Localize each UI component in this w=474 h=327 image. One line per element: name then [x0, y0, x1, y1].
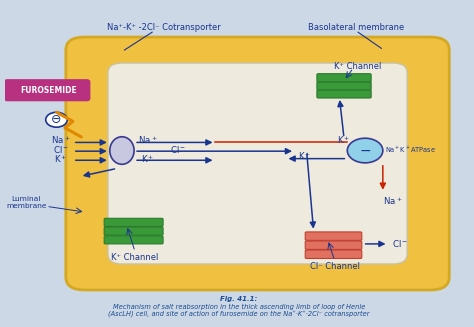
FancyBboxPatch shape [305, 250, 362, 259]
Ellipse shape [110, 137, 134, 164]
Text: K$^+$: K$^+$ [298, 150, 311, 162]
Text: Na$^+$K$^+$ATPase: Na$^+$K$^+$ATPase [385, 145, 436, 155]
Text: Na$^+$: Na$^+$ [138, 134, 157, 146]
Text: −: − [359, 144, 371, 158]
Text: Na$^+$: Na$^+$ [383, 195, 403, 207]
Text: Na$^+$: Na$^+$ [51, 134, 71, 146]
Text: Fig. 41.1:: Fig. 41.1: [220, 296, 257, 302]
Text: Cl⁻ Channel: Cl⁻ Channel [310, 262, 360, 271]
Text: ⊖: ⊖ [51, 113, 62, 126]
FancyBboxPatch shape [104, 236, 163, 244]
Text: K$^+$: K$^+$ [55, 154, 68, 165]
Text: Mechanism of salt reabsorption in the thick ascending limb of loop of Henle
(Asc: Mechanism of salt reabsorption in the th… [108, 304, 370, 318]
FancyBboxPatch shape [305, 241, 362, 250]
FancyBboxPatch shape [317, 90, 371, 98]
FancyBboxPatch shape [317, 74, 371, 82]
Text: K⁺ Channel: K⁺ Channel [334, 62, 382, 71]
Circle shape [347, 138, 383, 163]
Text: FUROSEMIDE: FUROSEMIDE [20, 86, 77, 95]
FancyBboxPatch shape [305, 232, 362, 240]
Text: Cl$^-$: Cl$^-$ [53, 145, 69, 155]
Text: K⁺ Channel: K⁺ Channel [111, 253, 159, 262]
FancyBboxPatch shape [317, 82, 371, 90]
FancyBboxPatch shape [66, 37, 449, 290]
Text: K$^+$: K$^+$ [141, 154, 155, 165]
FancyBboxPatch shape [104, 227, 163, 235]
Text: Na⁺-K⁺ -2Cl⁻ Cotransporter: Na⁺-K⁺ -2Cl⁻ Cotransporter [107, 23, 221, 32]
Text: Cl$^-$: Cl$^-$ [392, 238, 408, 250]
FancyBboxPatch shape [104, 218, 163, 226]
FancyBboxPatch shape [108, 63, 407, 264]
Text: Luminal
membrane: Luminal membrane [6, 196, 46, 209]
Text: Basolateral membrane: Basolateral membrane [308, 23, 404, 32]
FancyBboxPatch shape [5, 80, 90, 101]
Text: Cl$^-$: Cl$^-$ [170, 145, 186, 155]
Text: K$^+$: K$^+$ [337, 134, 351, 146]
Circle shape [46, 112, 67, 127]
